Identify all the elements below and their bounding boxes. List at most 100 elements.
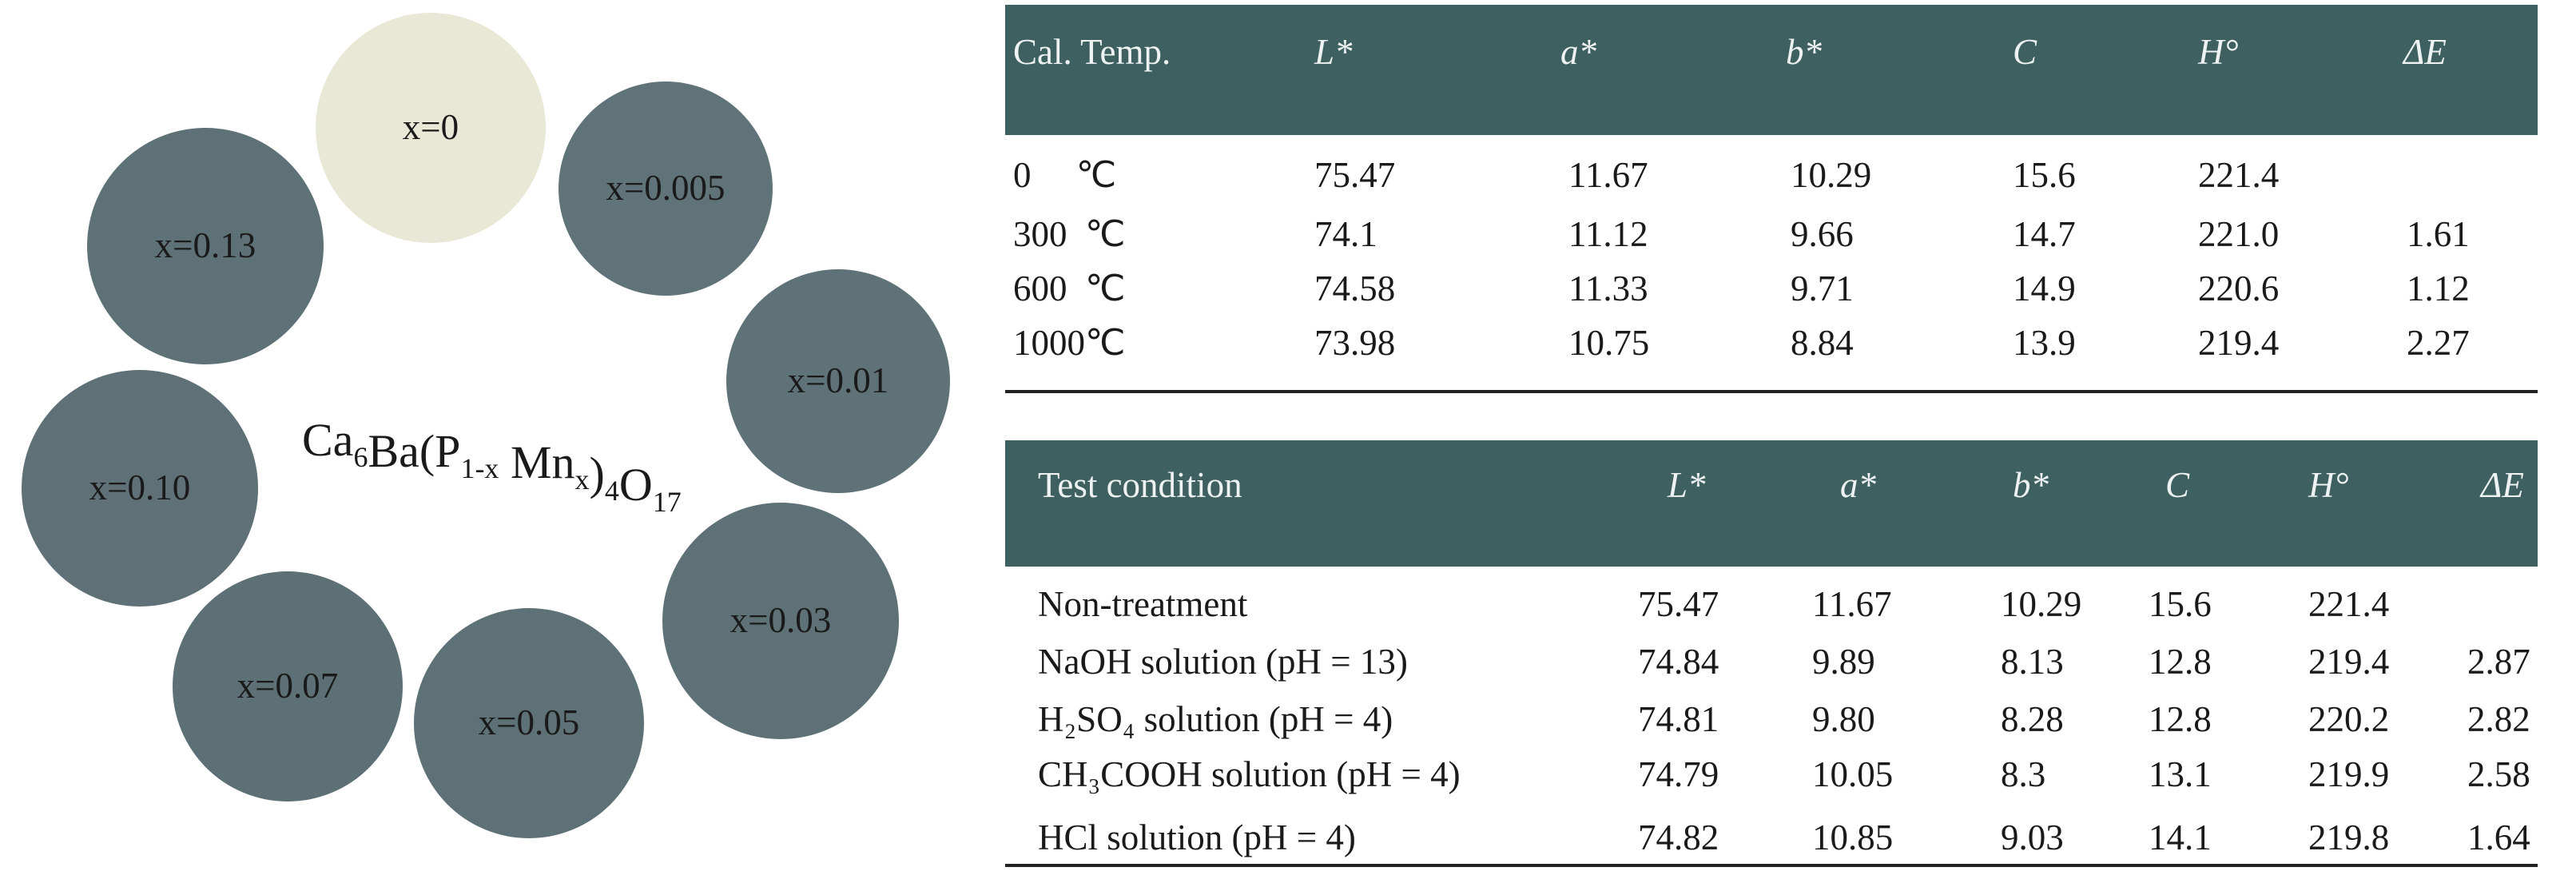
header-cell: C <box>2013 32 2037 72</box>
header-cell: H° <box>2308 465 2349 505</box>
formula-part: Ca <box>302 414 353 466</box>
value-cell: 12.8 <box>2149 699 2212 739</box>
row-label: 0 ℃ <box>1013 155 1116 195</box>
value-cell: 221.4 <box>2198 155 2279 195</box>
formula-subscript: x <box>575 463 590 495</box>
value-cell: 2.27 <box>2407 323 2470 363</box>
row-label: NaOH solution (pH = 13) <box>1038 642 1408 682</box>
value-cell: 10.29 <box>2001 584 2081 624</box>
row-label: 600 ℃ <box>1013 268 1126 308</box>
value-cell: 12.8 <box>2149 642 2212 682</box>
value-cell: 9.80 <box>1812 699 1875 739</box>
value-cell: 2.82 <box>2467 699 2530 739</box>
sample-disc <box>662 503 899 739</box>
sample-label: x=0.01 <box>788 360 889 400</box>
value-cell: 13.1 <box>2149 754 2212 794</box>
header-cell: Cal. Temp. <box>1013 32 1171 72</box>
value-cell: 73.98 <box>1314 323 1395 363</box>
value-cell: 10.85 <box>1812 817 1893 857</box>
value-cell: 74.82 <box>1638 817 1719 857</box>
sample-disc <box>173 571 403 802</box>
sample-disc <box>726 269 950 493</box>
value-cell: 10.75 <box>1568 323 1649 363</box>
value-cell: 14.9 <box>2013 268 2076 308</box>
header-cell: a* <box>1840 465 1877 505</box>
header-cell: Test condition <box>1038 465 1242 505</box>
value-cell: 15.6 <box>2149 584 2212 624</box>
row-label: 300 ℃ <box>1013 214 1126 254</box>
header-cell: ΔE <box>2402 32 2447 72</box>
row-label: 1000℃ <box>1013 323 1126 363</box>
value-cell: 221.0 <box>2198 214 2279 254</box>
value-cell: 8.28 <box>2001 699 2064 739</box>
header-cell: L* <box>1667 465 1706 505</box>
value-cell: 74.84 <box>1638 642 1719 682</box>
formula-part: Ba(P <box>368 425 460 477</box>
header-cell: b* <box>2013 465 2049 505</box>
sample-disc <box>22 370 258 607</box>
header-cell: L* <box>1314 32 1353 72</box>
value-cell: 11.67 <box>1568 155 1648 195</box>
header-cell: H° <box>2197 32 2239 72</box>
sample-label: x=0.07 <box>237 666 339 706</box>
value-cell: 9.89 <box>1812 642 1875 682</box>
row-label: HCl solution (pH = 4) <box>1038 817 1356 857</box>
value-cell: 220.2 <box>2308 699 2389 739</box>
value-cell: 1.61 <box>2407 214 2470 254</box>
row-label: H₂SO₄ solution (pH = 4) <box>1038 699 1393 739</box>
header-cell: C <box>2165 465 2190 505</box>
value-cell: 74.79 <box>1638 754 1719 794</box>
value-cell: 220.6 <box>2198 268 2279 308</box>
sample-disc <box>316 13 546 243</box>
value-cell: 2.87 <box>2467 642 2530 682</box>
value-cell: 219.9 <box>2308 754 2389 794</box>
sample-disc <box>559 82 773 296</box>
value-cell: 2.58 <box>2467 754 2530 794</box>
value-cell: 219.4 <box>2198 323 2279 363</box>
value-cell: 74.81 <box>1638 699 1719 739</box>
sample-label: x=0.05 <box>479 702 580 742</box>
formula-part: Mn <box>499 436 574 488</box>
value-cell: 1.12 <box>2407 268 2470 308</box>
value-cell: 11.12 <box>1568 214 1648 254</box>
row-label: CH₃COOH solution (pH = 4) <box>1038 754 1461 794</box>
value-cell: 8.84 <box>1791 323 1854 363</box>
header-cell: a* <box>1560 32 1597 72</box>
sample-label: x=0 <box>403 107 459 147</box>
formula-subscript: 1-x <box>460 452 499 484</box>
formula-part: ) <box>590 447 605 499</box>
value-cell: 8.3 <box>2001 754 2045 794</box>
value-cell: 221.4 <box>2308 584 2389 624</box>
value-cell: 74.1 <box>1314 214 1377 254</box>
value-cell: 219.8 <box>2308 817 2389 857</box>
table2-header-band <box>1005 440 2538 567</box>
sample-label: x=0.13 <box>155 225 256 265</box>
value-cell: 11.33 <box>1568 268 1648 308</box>
value-cell: 8.13 <box>2001 642 2064 682</box>
value-cell: 13.9 <box>2013 323 2076 363</box>
value-cell: 9.71 <box>1791 268 1854 308</box>
value-cell: 15.6 <box>2013 155 2076 195</box>
table1-header-band <box>1005 5 2538 135</box>
sample-label: x=0.10 <box>89 467 191 507</box>
sample-label: x=0.03 <box>730 600 832 640</box>
sample-disc <box>414 608 644 838</box>
value-cell: 75.47 <box>1314 155 1395 195</box>
formula-subscript: 6 <box>353 441 368 473</box>
formula: Ca6Ba(P1-x Mnx)4O17 <box>302 414 682 518</box>
value-cell: 14.1 <box>2149 817 2212 857</box>
sample-label: x=0.005 <box>606 168 725 208</box>
value-cell: 9.66 <box>1791 214 1854 254</box>
formula-subscript: 17 <box>653 486 682 518</box>
header-cell: b* <box>1786 32 1823 72</box>
formula-subscript: 4 <box>605 475 619 507</box>
value-cell: 1.64 <box>2467 817 2530 857</box>
value-cell: 10.05 <box>1812 754 1893 794</box>
header-cell: ΔE <box>2479 465 2524 505</box>
value-cell: 74.58 <box>1314 268 1395 308</box>
row-label: Non-treatment <box>1038 584 1248 624</box>
value-cell: 14.7 <box>2013 214 2076 254</box>
formula-part: O <box>619 459 653 511</box>
value-cell: 10.29 <box>1791 155 1871 195</box>
